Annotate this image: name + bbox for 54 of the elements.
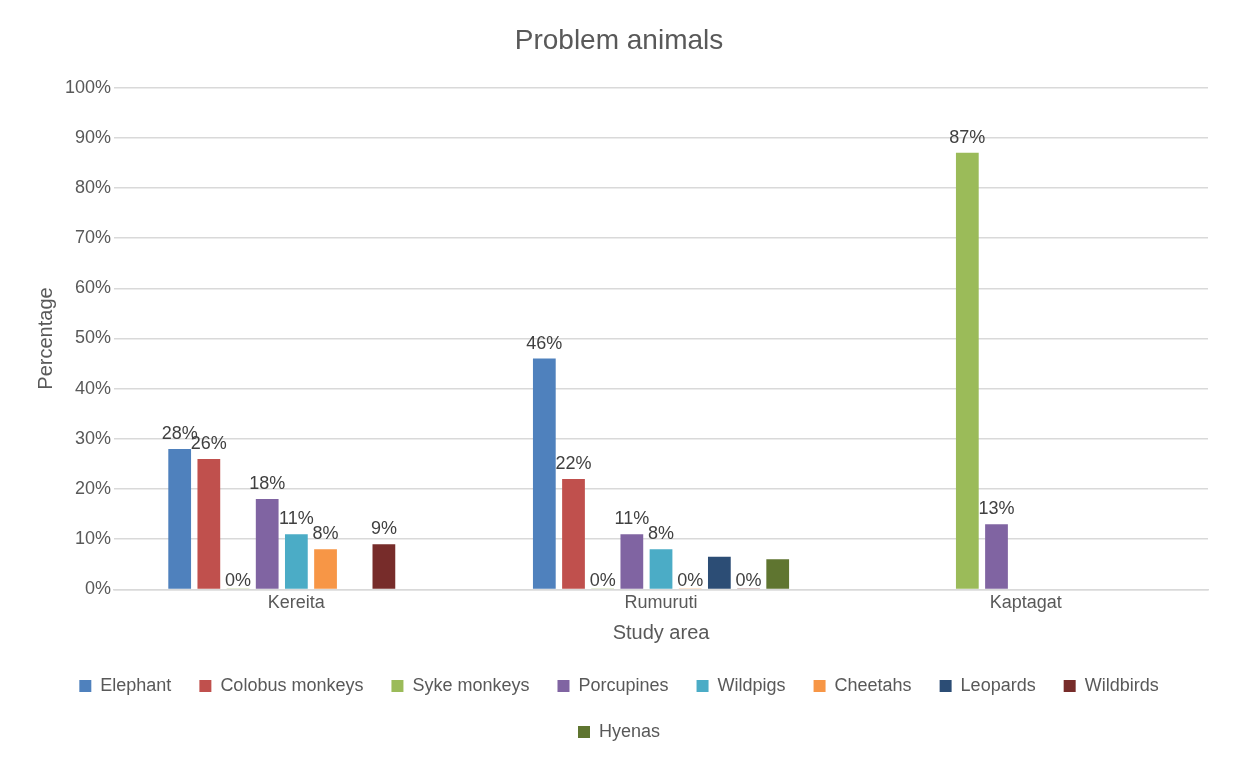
bar: [532, 358, 556, 589]
x-axis-title: Study area: [612, 620, 711, 643]
legend-label: Wildbirds: [1084, 674, 1159, 695]
data-label: 11%: [279, 508, 314, 529]
y-tick-label: 0%: [85, 578, 112, 599]
data-label: 46%: [526, 332, 563, 353]
x-tick-label: Kaptagat: [989, 592, 1062, 613]
data-label: 0%: [225, 570, 252, 591]
y-tick-label: 90%: [75, 126, 112, 147]
legend-label: Wildpigs: [717, 674, 786, 695]
y-tick-label: 30%: [75, 427, 112, 448]
x-tick-label: Rumuruti: [624, 592, 698, 613]
bar: [620, 534, 644, 589]
bar: [985, 524, 1008, 589]
bar: [314, 549, 337, 589]
data-label: 0%: [677, 570, 704, 591]
data-label: 8%: [312, 523, 339, 544]
bar: [255, 499, 279, 589]
data-label: 0%: [735, 570, 762, 591]
y-tick-label: 40%: [75, 377, 112, 398]
y-tick-label: 70%: [75, 227, 112, 248]
data-label: 0%: [589, 570, 616, 591]
y-tick-label: 20%: [75, 478, 112, 499]
legend-label: Elephant: [100, 674, 172, 695]
bar: [562, 479, 585, 589]
legend-label: Porcupines: [578, 674, 669, 695]
x-tick-label: Kereita: [267, 592, 326, 613]
legend-label: Colobus monkeys: [220, 674, 364, 695]
chart-title: Problem animals: [514, 23, 724, 55]
data-label: 9%: [370, 518, 397, 539]
bar: [955, 152, 979, 589]
data-label: 87%: [949, 126, 986, 147]
legend-label: Syke monkeys: [412, 674, 530, 695]
bar: [168, 448, 192, 589]
data-label: 8%: [648, 523, 675, 544]
bar: [197, 458, 221, 589]
bar: [707, 556, 731, 589]
data-label: 11%: [614, 508, 650, 529]
y-tick-label: 80%: [75, 176, 112, 197]
y-tick-label: 10%: [75, 528, 112, 549]
bar: [372, 544, 396, 589]
data-label: 18%: [249, 473, 286, 494]
bar: [284, 534, 308, 589]
y-tick-label: 100%: [64, 76, 112, 97]
y-axis-title: Percentage: [33, 287, 56, 390]
data-label: 13%: [978, 498, 1015, 519]
legend-label: Cheetahs: [834, 674, 912, 695]
data-label: 22%: [555, 452, 592, 473]
legend-label: Hyenas: [598, 720, 661, 741]
bar: [649, 549, 673, 589]
y-tick-label: 60%: [75, 277, 112, 298]
y-tick-label: 50%: [75, 327, 112, 348]
bar: [766, 559, 790, 589]
legend-label: Leopards: [960, 674, 1036, 695]
